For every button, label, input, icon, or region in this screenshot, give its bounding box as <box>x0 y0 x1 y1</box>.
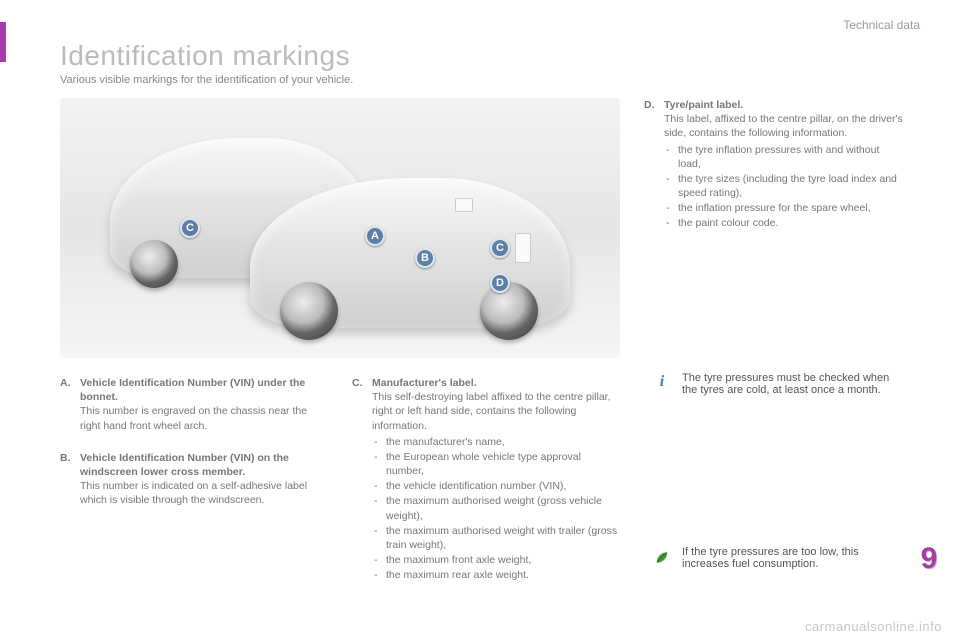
marker-c: C <box>490 238 510 258</box>
item-a: A. Vehicle Identification Number (VIN) u… <box>60 376 328 433</box>
section-number: 9 <box>908 538 950 580</box>
footer-watermark: carmanualsonline.info <box>805 619 942 634</box>
main-grid: C A B C D A. Vehicle Identification Numb… <box>60 98 920 601</box>
col-d: D. Tyre/paint label. This label, affixed… <box>644 98 904 232</box>
item-d: D. Tyre/paint label. This label, affixed… <box>644 98 904 232</box>
item-text: This self-destroying label affixed to th… <box>372 391 611 431</box>
item-body: Manufacturer's label. This self-destroyi… <box>372 376 620 583</box>
bullet: the European whole vehicle type approval… <box>372 450 620 478</box>
bullet: the vehicle identification number (VIN), <box>372 479 620 493</box>
marker-d: D <box>490 273 510 293</box>
page-subtitle: Various visible markings for the identif… <box>60 74 920 86</box>
page-title: Identification markings <box>60 40 920 72</box>
wheel-icon <box>130 240 178 288</box>
bullet: the paint colour code. <box>664 216 904 230</box>
bullet: the inflation pressure for the spare whe… <box>664 201 904 215</box>
item-bullets: the manufacturer's name, the European wh… <box>372 435 620 583</box>
item-body: Vehicle Identification Number (VIN) on t… <box>80 451 328 508</box>
item-lead: Manufacturer's label. <box>372 377 477 389</box>
marker-c: C <box>180 218 200 238</box>
left-column: C A B C D A. Vehicle Identification Numb… <box>60 98 620 601</box>
page-content: Identification markings Various visible … <box>60 40 920 620</box>
bullet: the maximum rear axle weight. <box>372 568 620 582</box>
info-text: If the tyre pressures are too low, this … <box>682 546 896 570</box>
marker-a: A <box>365 226 385 246</box>
leaf-icon <box>652 546 672 566</box>
col-c: C. Manufacturer's label. This self-destr… <box>352 376 620 601</box>
marker-b: B <box>415 248 435 268</box>
item-body: Tyre/paint label. This label, affixed to… <box>664 98 904 232</box>
wheel-icon <box>280 282 338 340</box>
bullet: the manufacturer's name, <box>372 435 620 449</box>
item-letter: B. <box>60 451 80 508</box>
accent-bar <box>0 22 6 62</box>
description-columns: A. Vehicle Identification Number (VIN) u… <box>60 376 620 601</box>
info-tip: i The tyre pressures must be checked whe… <box>644 362 904 406</box>
label-patch <box>515 233 531 263</box>
item-letter: C. <box>352 376 372 583</box>
item-c: C. Manufacturer's label. This self-destr… <box>352 376 620 583</box>
item-text: This number is indicated on a self-adhes… <box>80 480 307 506</box>
label-patch <box>455 198 473 212</box>
bullet: the maximum authorised weight with trail… <box>372 524 620 552</box>
item-lead: Vehicle Identification Number (VIN) on t… <box>80 452 289 478</box>
bullet: the tyre inflation pressures with and wi… <box>664 143 904 171</box>
item-b: B. Vehicle Identification Number (VIN) o… <box>60 451 328 508</box>
item-letter: D. <box>644 98 664 232</box>
item-text: This label, affixed to the centre pillar… <box>664 113 903 139</box>
header-section: Technical data <box>843 18 920 32</box>
bullet: the maximum authorised weight (gross veh… <box>372 494 620 522</box>
info-text: The tyre pressures must be checked when … <box>682 372 896 396</box>
vehicle-diagram: C A B C D <box>60 98 620 358</box>
right-column: D. Tyre/paint label. This label, affixed… <box>644 98 904 601</box>
item-bullets: the tyre inflation pressures with and wi… <box>664 143 904 231</box>
bullet: the tyre sizes (including the tyre load … <box>664 172 904 200</box>
bullet: the maximum front axle weight, <box>372 553 620 567</box>
info-icon: i <box>652 372 672 392</box>
item-lead: Vehicle Identification Number (VIN) unde… <box>80 377 305 403</box>
wheel-icon <box>480 282 538 340</box>
item-body: Vehicle Identification Number (VIN) unde… <box>80 376 328 433</box>
item-lead: Tyre/paint label. <box>664 99 743 111</box>
info-eco: If the tyre pressures are too low, this … <box>644 536 904 580</box>
col-ab: A. Vehicle Identification Number (VIN) u… <box>60 376 328 601</box>
item-letter: A. <box>60 376 80 433</box>
item-text: This number is engraved on the chassis n… <box>80 405 307 431</box>
